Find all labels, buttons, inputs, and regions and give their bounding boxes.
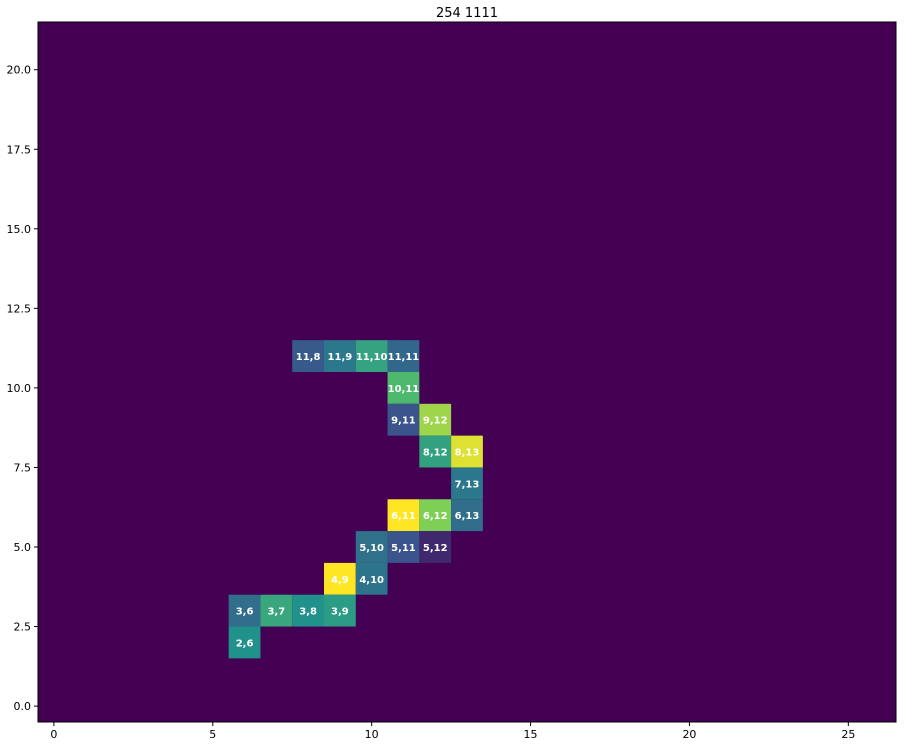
cell-label: 7,13: [455, 479, 480, 490]
y-tick-label: 17.5: [7, 143, 32, 156]
heatmap-cell: [419, 499, 452, 532]
cell-label: 11,10: [356, 352, 388, 363]
heatmap-cell: [260, 594, 293, 627]
y-tick-label: 5.0: [14, 541, 32, 554]
cell-label: 6,11: [391, 511, 416, 522]
heatmap-cell: [387, 531, 420, 563]
heatmap-cell: [228, 626, 261, 659]
x-tick-label: 10: [365, 728, 379, 741]
cell-label: 5,10: [359, 543, 384, 554]
cell-label: 9,11: [391, 416, 416, 427]
cell-label: 6,12: [423, 511, 448, 522]
y-tick-label: 12.5: [7, 302, 32, 315]
heatmap-cell: [451, 435, 483, 468]
heatmap-cell: [355, 340, 388, 372]
heatmap-cell: [355, 562, 388, 595]
heatmap-cell: [387, 372, 420, 404]
y-tick-label: 7.5: [14, 461, 32, 474]
cell-label: 5,11: [391, 543, 416, 554]
cell-label: 5,12: [423, 543, 448, 554]
plot-frame: [37, 21, 897, 723]
heatmap-cell: [451, 467, 483, 500]
cell-label: 11,8: [296, 352, 321, 363]
x-tick-label: 15: [524, 728, 538, 741]
plot-background: [38, 22, 896, 722]
heatmap-cell: [451, 499, 483, 532]
y-tick-label: 10.0: [7, 382, 32, 395]
heatmap-cell: [292, 340, 324, 372]
x-tick-label: 5: [209, 728, 216, 741]
heatmap-cell: [292, 594, 324, 627]
cell-label: 8,12: [423, 448, 448, 459]
cell-label: 4,9: [331, 575, 349, 586]
cell-label: 3,7: [267, 607, 285, 618]
heatmap-cell: [324, 340, 356, 372]
y-tick-label: 15.0: [7, 223, 32, 236]
heatmap-cell: [355, 531, 388, 563]
y-tick-label: 0.0: [14, 700, 32, 713]
heatmap-cell: [387, 340, 420, 372]
x-tick-label: 0: [50, 728, 57, 741]
cell-label: 3,9: [331, 607, 349, 618]
heatmap-cell: [324, 562, 356, 595]
x-axis: 0 5 10 15 20 25: [50, 722, 855, 741]
cell-label: 10,11: [388, 384, 420, 395]
heatmap-cells: 11,8 11,9 11,10 11,11 10,11 9,11 9,12 8,12 8,13 7…: [228, 340, 483, 659]
cell-label: 6,13: [455, 511, 480, 522]
chart-title: 254 1111: [436, 6, 498, 21]
y-tick-label: 2.5: [14, 621, 32, 634]
y-tick-label: 20.0: [7, 64, 32, 77]
cell-label: 11,11: [388, 352, 420, 363]
cell-label: 2,6: [236, 638, 254, 649]
x-tick-label: 25: [841, 728, 855, 741]
heatmap-cell: [419, 435, 452, 468]
cell-label: 9,12: [423, 416, 448, 427]
y-axis: 0.0 2.5 5.0 7.5 10.0 12.5 15.0 17.5 20.0: [7, 64, 38, 713]
heatmap-cell: [419, 531, 452, 563]
heatmap-cell: [324, 594, 356, 627]
x-tick-label: 20: [682, 728, 696, 741]
heatmap-cell: [228, 594, 261, 627]
cell-label: 3,6: [236, 607, 254, 618]
heatmap-cell: [387, 499, 420, 532]
heatmap-cell: [387, 403, 420, 436]
cell-label: 4,10: [359, 575, 384, 586]
cell-label: 8,13: [455, 448, 480, 459]
heatmap-cell: [419, 403, 452, 436]
cell-label: 11,9: [328, 352, 353, 363]
cell-label: 3,8: [299, 607, 317, 618]
